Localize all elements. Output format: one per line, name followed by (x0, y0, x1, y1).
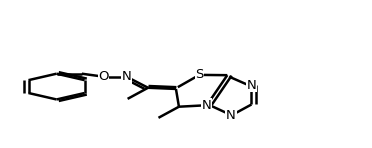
Text: O: O (98, 70, 109, 83)
Text: N: N (202, 99, 212, 112)
Text: N: N (122, 70, 131, 83)
Text: N: N (226, 109, 236, 122)
Text: N: N (247, 79, 256, 92)
Text: S: S (195, 68, 203, 81)
